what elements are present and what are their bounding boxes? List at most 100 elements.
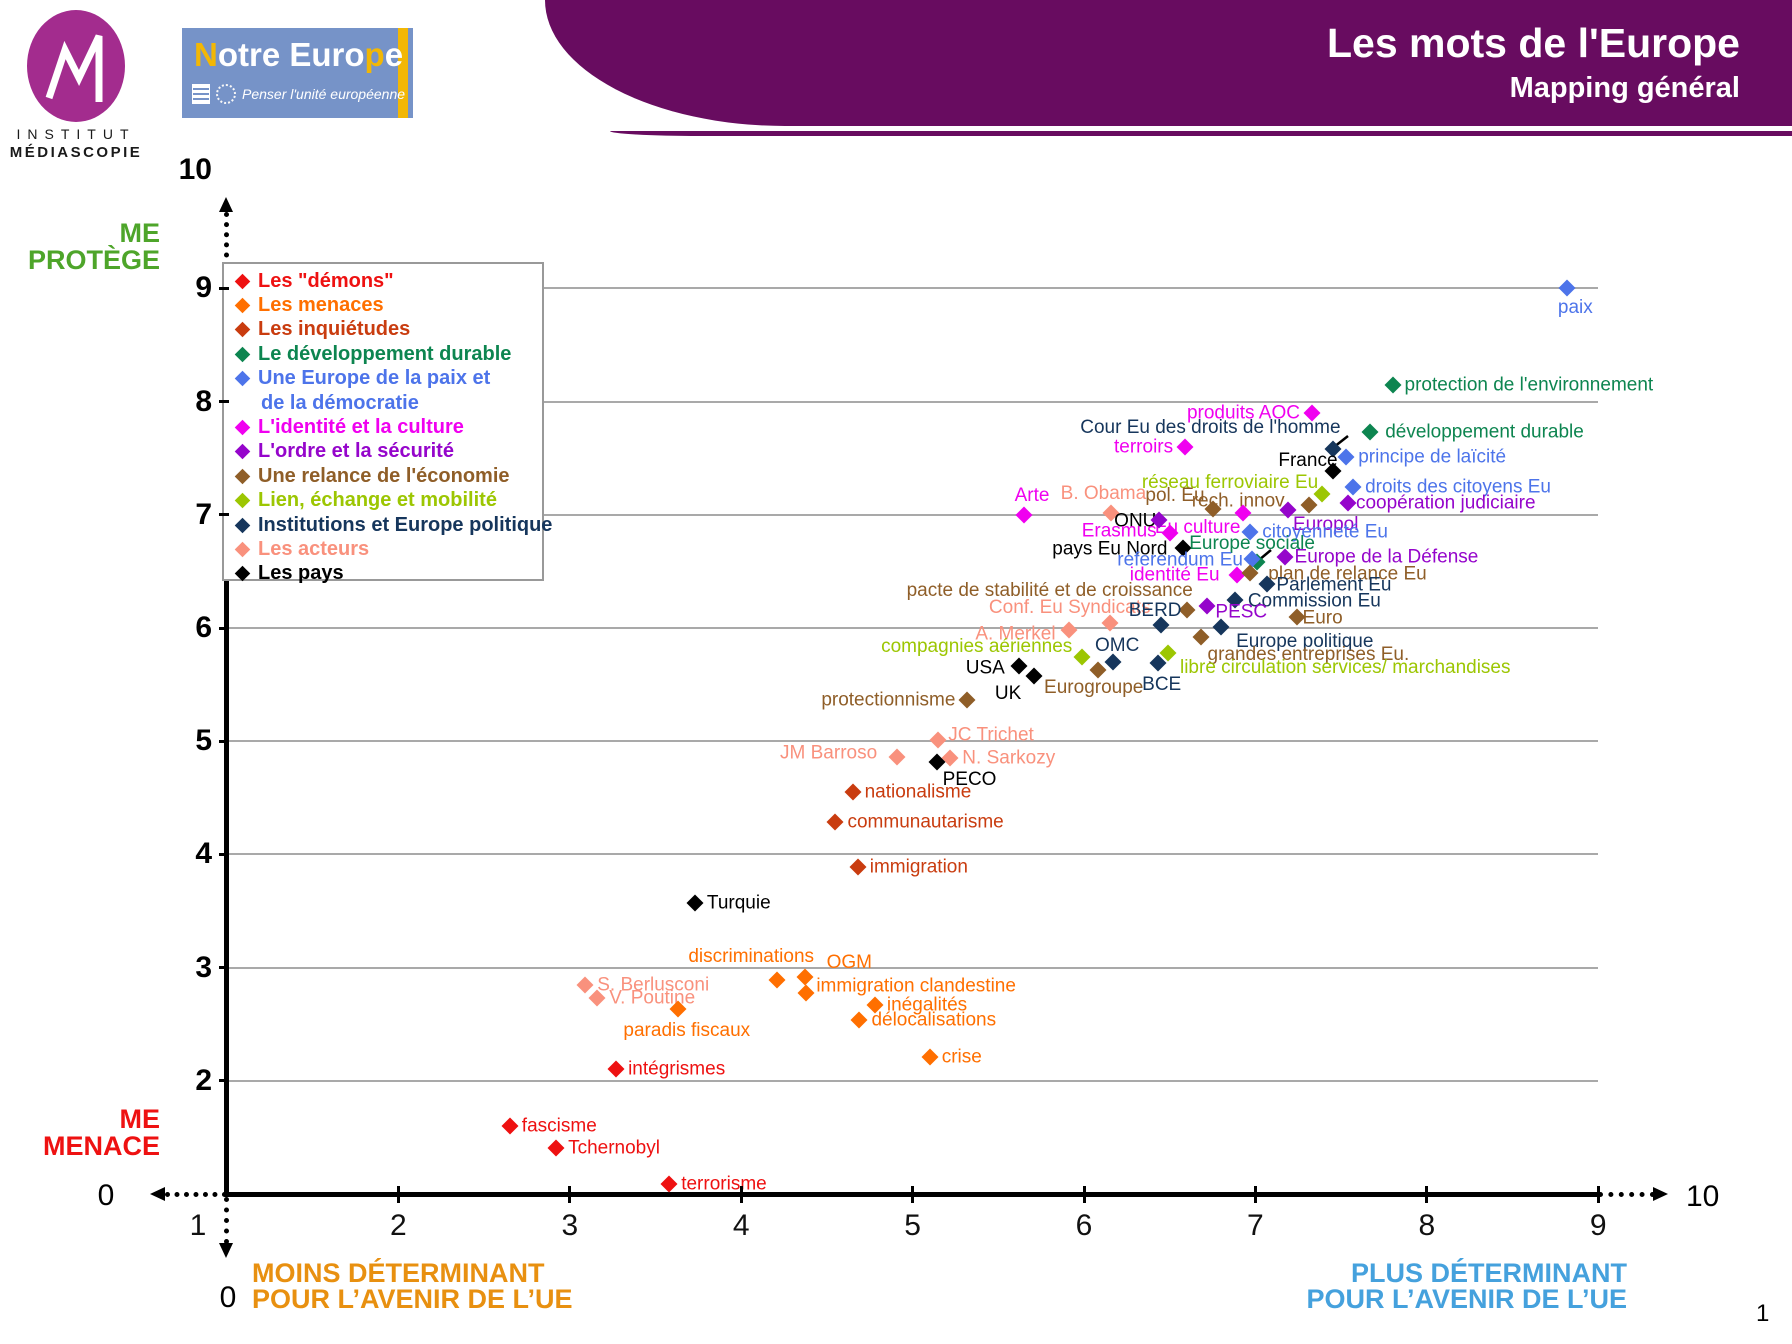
legend-diamond-icon [234,273,251,289]
point-label: USA [965,657,1005,679]
legend-label: Lien, échange et mobilité [258,489,497,512]
y-tick-label-3: 3 [195,950,212,984]
point-label: JM Barroso [780,742,878,764]
point-label: pol. Eu [1145,485,1205,507]
point-label: Tchernobyl [568,1137,660,1159]
data-point-rech-innov- [1300,496,1318,514]
x-tick-label-5: 5 [904,1209,921,1242]
point-label: B. Obama [1060,482,1147,504]
legend-item-durable: Le développement durable [224,342,542,366]
wordmark-segment: otre Euro [217,36,365,73]
point-label: discriminations [688,946,815,968]
point-label: principe de laïcité [1358,446,1507,468]
point-label: BERD [1128,599,1182,621]
gridline-y-7 [227,513,1598,516]
point-label: réseau ferroviaire Eu [1141,472,1319,494]
y-tick-2 [219,1079,229,1083]
point-label: Europe politique [1236,630,1374,652]
legend-diamond-icon [234,492,251,509]
point-label: S. Berlusconi [597,974,710,996]
legend-label: de la démocratie [261,391,419,414]
data-point-terrorisme [660,1175,678,1193]
point-label: N. Sarkozy [962,747,1056,769]
y-tick-label-5: 5 [195,724,212,758]
arrow-down-icon [219,1243,233,1258]
point-label: JC Trichet [948,724,1034,746]
wordmark-segment: p [364,36,385,73]
y-axis-dotted-top [224,212,229,288]
data-point-terroirs [1176,438,1194,456]
caption-line: ME [119,1104,161,1134]
y-tick-8 [219,400,229,404]
data-point-principe-de-la-cit- [1337,448,1355,466]
gridline-y-2 [227,1079,1598,1082]
legend-label: Le développement durable [258,342,512,365]
legend-label: Les inquiétudes [258,318,411,341]
point-label: Parlement Eu [1276,574,1392,596]
y-tick-label-2: 2 [195,1063,212,1097]
y-tick-6 [219,626,229,630]
y-axis-caption-top: ME PROTÈGE [28,220,160,274]
gridline-y-5 [227,740,1598,743]
x-tick-9 [1596,1186,1600,1203]
legend-item-identite: L'identité et la culture [224,415,542,439]
mediascopie-logo [27,10,125,122]
point-label: Europe de la Défense [1294,546,1479,568]
data-point-discriminations [768,971,786,989]
y-tick-9 [219,286,229,290]
x-tick-3 [568,1186,572,1203]
data-point-jc-trichet [929,731,947,749]
legend-diamond-icon [234,297,251,314]
data-point-communautarisme [826,813,844,831]
data-point-grandes-entreprises-eu- [1192,628,1210,646]
x-tick-4 [739,1186,743,1203]
point-label: pacte de stabilité et de croissance [906,579,1193,601]
legend-diamond-icon [234,419,251,436]
caption-line: MENACE [42,1131,160,1161]
point-label: développement durable [1385,421,1584,443]
caption-line: POUR L’AVENIR DE L’UE [252,1284,573,1314]
legend-item-demons: Les "démons" [224,269,542,293]
point-label: referendum Eu [1117,549,1243,571]
x-tick-2 [396,1186,400,1203]
legend-item-lien: Lien, échange et mobilité [224,489,542,513]
y-tick-label-7: 7 [195,497,212,531]
x-tick-label-4: 4 [732,1209,750,1242]
y-axis-caption-bottom: ME MENACE [43,1106,160,1160]
point-label: terrorisme [681,1173,767,1195]
point-label: paradis fiscaux [623,1020,751,1042]
legend-item-paix: Une Europe de la paix et [224,367,542,391]
point-label: Arte [1014,484,1050,506]
mediascopie-wordmark: INSTITUT MÉDIASCOPIE [0,126,152,161]
legend-label: Institutions et Europe politique [258,513,553,536]
institute-line2: MÉDIASCOPIE [9,144,143,161]
notre-europe-tagline: Penser l'unité européenne [242,86,406,102]
y-tick-label-6: 6 [195,611,212,644]
data-point-jm-barroso [888,748,906,766]
data-point-eurogroupe [1089,661,1107,679]
caption-line: PLUS DÉTERMINANT [1351,1258,1627,1288]
title-banner-underline [610,131,1792,136]
wordmark-segment: e [384,36,404,73]
data-point-n-sarkozy [941,749,959,767]
gridline-y-3 [227,966,1598,969]
point-label: droits des citoyens Eu [1365,476,1551,497]
x-axis-max-label: 10 [1686,1180,1720,1213]
data-point-paix [1558,279,1576,297]
caption-line: PROTÈGE [27,245,160,275]
gridline-y-9 [227,287,1598,290]
x-tick-label-8: 8 [1418,1209,1436,1242]
point-label: intégrismes [628,1058,726,1080]
data-point-arte [1015,506,1033,524]
point-label: France [1278,449,1338,471]
legend-diamond-icon [234,444,251,460]
legend: Les "démons" Les menaces Les inquiétudes Le… [222,262,552,584]
x-tick-label-6: 6 [1075,1209,1093,1242]
x-tick-label-9: 9 [1589,1209,1607,1242]
legend-label: Les acteurs [258,537,370,560]
y-axis-min-label: 0 [219,1281,237,1314]
legend-label: L'ordre et la sécurité [258,440,454,463]
point-label: inégalités [886,994,968,1016]
point-label: compagnies aériennes [881,636,1073,658]
